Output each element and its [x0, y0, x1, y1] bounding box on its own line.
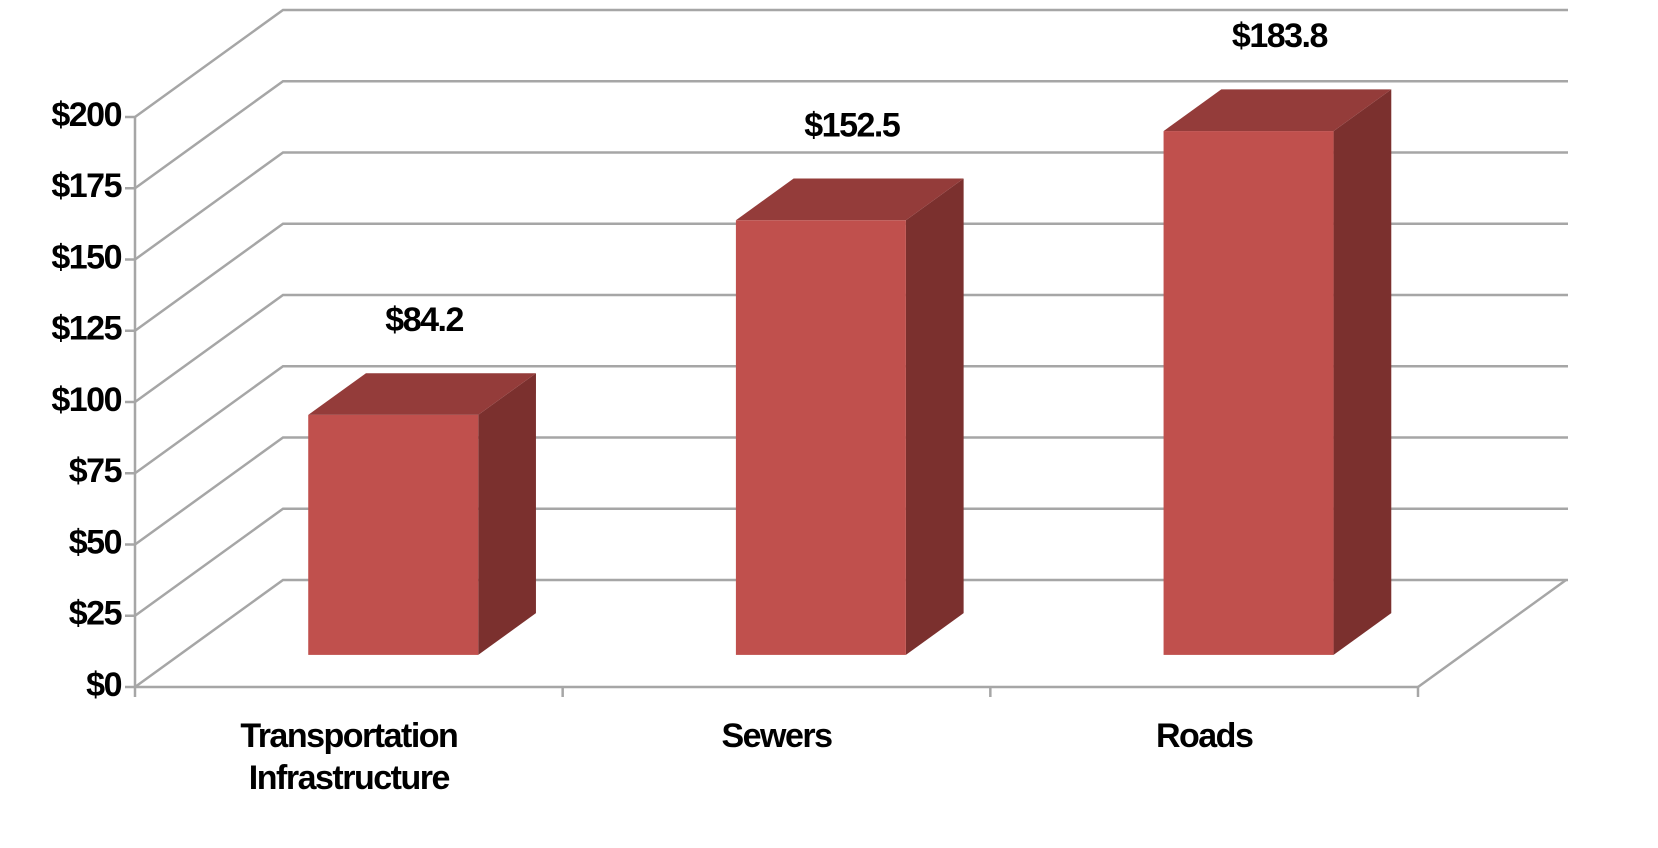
bar-side [905, 178, 964, 655]
y-tick-label: $100 [51, 381, 121, 419]
bar-side [478, 373, 536, 655]
grid-line [134, 293, 1568, 404]
bar [735, 220, 906, 655]
value-label: $183.8 [1232, 17, 1328, 55]
y-tick-label: $125 [51, 310, 121, 348]
y-tick-label: $0 [86, 666, 121, 704]
bar-top [308, 373, 536, 415]
floor-edge [1417, 578, 1567, 689]
grid-line [134, 222, 1568, 332]
grid-line [134, 8, 1568, 119]
grid-line [134, 80, 1568, 190]
y-tick-label: $25 [69, 595, 122, 633]
y-tick-label: $50 [69, 523, 122, 561]
grid-line [134, 507, 1568, 617]
y-tick-label: $75 [69, 452, 122, 490]
value-label: $152.5 [804, 106, 900, 144]
value-label: $84.2 [385, 301, 463, 339]
bar [308, 414, 479, 655]
x-tick-label: Sewers [721, 717, 833, 755]
y-tick-label: $200 [51, 96, 121, 134]
grid-line [134, 365, 1568, 475]
y-tick-label: $175 [51, 167, 121, 205]
grid-line [134, 578, 1568, 689]
grid-line [134, 151, 1568, 261]
bar [1163, 131, 1334, 655]
bar-top [1163, 89, 1392, 132]
bar-side [1333, 89, 1392, 655]
x-tick-label: Roads [1155, 717, 1254, 755]
grid-line [134, 436, 1568, 546]
y-tick-label: $150 [51, 238, 121, 276]
bar-top [735, 178, 964, 221]
x-tick-label: Transportation Infrastructure [240, 717, 459, 797]
